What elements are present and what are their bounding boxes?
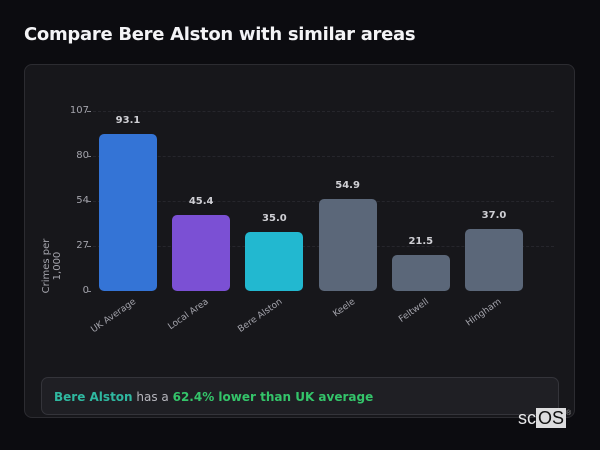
registered-mark-icon: ® (566, 410, 572, 417)
bar-chart: Crimes per 1,000 0 27 54 80 107 93.1 UK Averag… (25, 65, 574, 417)
scos-logo: sc OS ® (518, 408, 571, 428)
gridline (93, 111, 554, 112)
gridline (93, 156, 554, 157)
bar-feltwell[interactable] (391, 254, 450, 291)
bar-value-label: 37.0 (481, 209, 507, 221)
summary-area-name: Bere Alston (54, 390, 133, 404)
bar-value-label: 93.1 (115, 115, 141, 127)
chart-card: Crimes per 1,000 0 27 54 80 107 93.1 UK Averag… (24, 64, 575, 418)
y-tick-mark (87, 111, 91, 112)
summary-stat: 62.4% lower than UK average (172, 390, 374, 404)
bar-value-label: 21.5 (408, 235, 434, 247)
bar-value-label: 45.4 (188, 195, 214, 207)
y-tick-mark (87, 291, 91, 292)
y-tick-mark (87, 246, 91, 247)
bar-keele[interactable] (318, 198, 377, 291)
bar-value-label: 54.9 (335, 179, 360, 191)
y-tick-label: 27 (76, 240, 89, 251)
logo-prefix: sc (518, 408, 536, 428)
x-tick-label: Keele (331, 297, 358, 320)
logo-highlight: OS (536, 408, 567, 428)
bar-value-label: 35.0 (262, 213, 287, 225)
bar-bere-alston[interactable] (245, 232, 304, 291)
y-tick-label: 0 (82, 285, 89, 296)
x-tick-label: Feltwell (396, 297, 431, 325)
y-tick-mark (87, 156, 91, 157)
x-tick-label: Hingham (464, 297, 504, 329)
bar-hingham[interactable] (465, 228, 523, 291)
x-tick-label: Bere Alston (236, 297, 285, 335)
y-tick-label: 80 (76, 150, 89, 161)
y-tick-mark (87, 201, 91, 202)
comparison-summary: Bere Alston has a 62.4% lower than UK av… (41, 377, 559, 415)
y-tick-label: 54 (76, 195, 89, 206)
x-tick-label: UK Average (89, 297, 138, 336)
bar-local-area[interactable] (172, 214, 231, 291)
y-tick-label: 107 (69, 105, 89, 116)
summary-text: has a (132, 390, 173, 404)
page-title: Compare Bere Alston with similar areas (24, 24, 416, 45)
x-tick-label: Local Area (166, 297, 211, 333)
bar-uk-average[interactable] (99, 134, 157, 291)
